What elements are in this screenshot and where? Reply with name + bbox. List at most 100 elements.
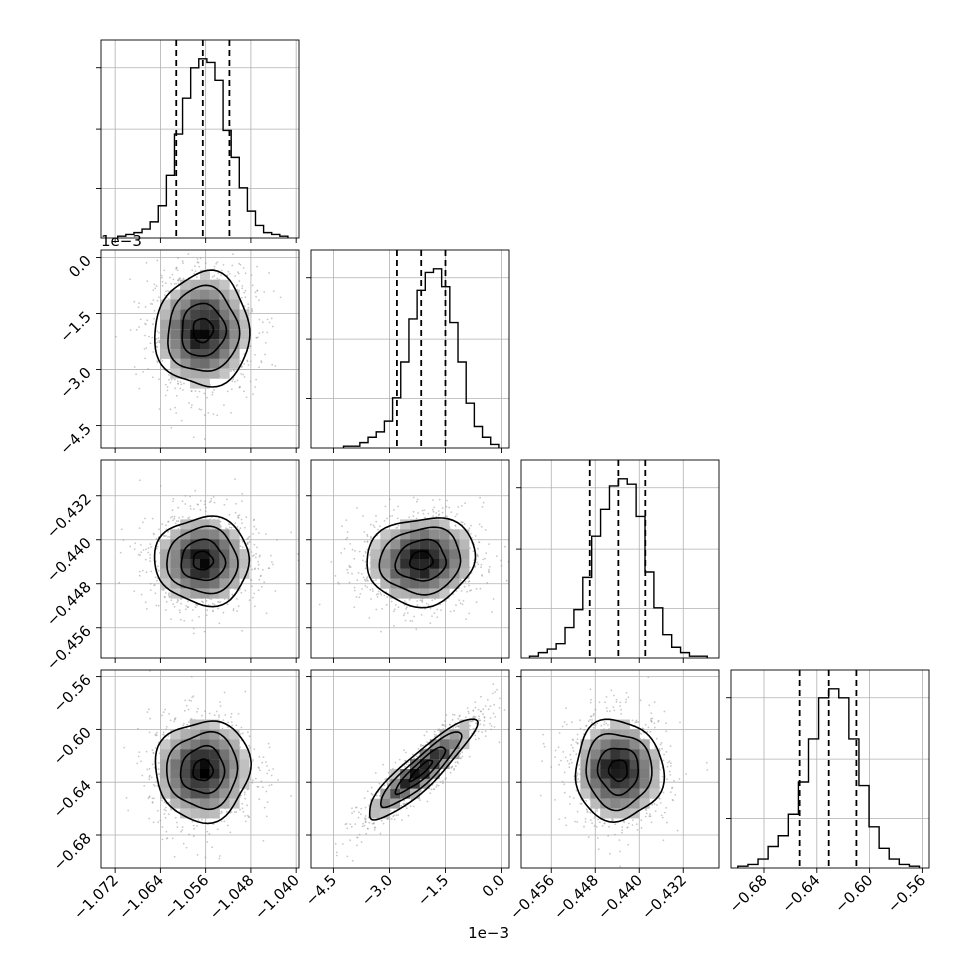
sample-point xyxy=(364,567,367,570)
density-cell xyxy=(229,729,240,740)
sample-point xyxy=(419,799,421,801)
sample-point xyxy=(188,402,190,404)
density-cell xyxy=(400,588,410,599)
sample-point xyxy=(393,509,395,511)
sample-point xyxy=(255,777,257,780)
sample-point xyxy=(198,408,201,410)
sample-point xyxy=(272,563,274,566)
sample-point xyxy=(182,277,185,280)
sample-point xyxy=(136,762,139,765)
sample-point xyxy=(153,317,156,320)
sample-point xyxy=(241,732,244,735)
sample-point xyxy=(243,363,246,365)
density-cell xyxy=(219,739,230,750)
sample-point xyxy=(409,620,412,622)
sample-point xyxy=(231,724,234,727)
sample-point xyxy=(429,622,432,625)
density-cell xyxy=(209,358,220,369)
sample-point xyxy=(179,277,182,280)
sample-point xyxy=(334,842,337,845)
sample-point xyxy=(184,699,187,702)
sample-point xyxy=(175,246,177,248)
sample-point xyxy=(252,393,255,395)
sample-point xyxy=(152,323,154,326)
sample-point xyxy=(241,287,244,290)
sample-point xyxy=(346,855,349,858)
sample-point xyxy=(220,274,222,276)
sample-point xyxy=(267,742,270,745)
sample-point xyxy=(161,799,163,802)
sample-point xyxy=(436,608,439,611)
sample-point xyxy=(353,606,356,608)
sample-point xyxy=(405,763,408,766)
sample-point xyxy=(159,819,162,822)
density-cell xyxy=(229,769,240,779)
density-cell xyxy=(190,529,200,540)
sample-point xyxy=(380,819,383,822)
sample-point xyxy=(157,821,160,823)
sample-point xyxy=(138,387,141,390)
sample-point xyxy=(158,408,161,410)
density-cell xyxy=(160,329,171,340)
density-panel-3-0 xyxy=(123,670,292,860)
sample-point xyxy=(223,404,225,407)
sample-point xyxy=(460,521,463,524)
sample-point xyxy=(161,284,164,287)
sample-point xyxy=(248,535,251,538)
sample-point xyxy=(170,618,172,620)
sample-point xyxy=(158,296,160,299)
sample-point xyxy=(356,844,358,847)
density-cell xyxy=(190,319,200,330)
sample-point xyxy=(243,291,246,294)
density-cell xyxy=(160,559,171,569)
sample-point xyxy=(167,593,170,596)
sample-point xyxy=(264,353,266,356)
sample-point xyxy=(192,835,195,838)
density-cell xyxy=(459,568,470,579)
density-cell xyxy=(170,769,181,779)
density-cell xyxy=(439,539,450,550)
sample-point xyxy=(155,537,158,540)
sample-point xyxy=(125,796,128,799)
sample-point xyxy=(254,556,257,559)
sample-point xyxy=(457,506,460,508)
sample-point xyxy=(230,411,232,414)
density-cell xyxy=(229,578,240,589)
sample-point xyxy=(390,600,393,603)
sample-point xyxy=(393,624,395,627)
sample-point xyxy=(149,302,152,305)
density-cell xyxy=(380,568,391,579)
sample-point xyxy=(149,589,152,591)
density-cell xyxy=(180,788,191,799)
sample-point xyxy=(297,553,299,555)
sample-point xyxy=(475,588,478,590)
sample-point xyxy=(479,450,481,452)
sample-point xyxy=(122,539,125,541)
sample-point xyxy=(176,821,178,824)
sample-point xyxy=(251,309,254,311)
sample-point xyxy=(505,579,508,582)
sample-point xyxy=(179,618,182,621)
sample-point xyxy=(163,595,166,598)
axes-frame xyxy=(100,459,300,659)
density-cell xyxy=(190,798,200,809)
sample-point xyxy=(237,516,239,519)
sample-point xyxy=(338,582,341,585)
sample-point xyxy=(173,378,176,381)
contour-lines xyxy=(366,517,477,609)
sample-point xyxy=(408,516,411,519)
sample-point xyxy=(476,561,478,564)
sample-point xyxy=(268,567,271,570)
density-cell xyxy=(170,539,181,550)
sample-point xyxy=(156,731,158,734)
sample-point xyxy=(216,414,219,417)
sample-point xyxy=(474,565,477,568)
sample-point xyxy=(244,289,247,292)
sample-point xyxy=(230,370,233,372)
sample-point xyxy=(152,752,155,755)
contour-line xyxy=(179,744,226,795)
density-cell xyxy=(439,519,450,530)
sample-point xyxy=(460,590,463,592)
density-cell xyxy=(170,559,181,569)
sample-point xyxy=(393,610,395,613)
